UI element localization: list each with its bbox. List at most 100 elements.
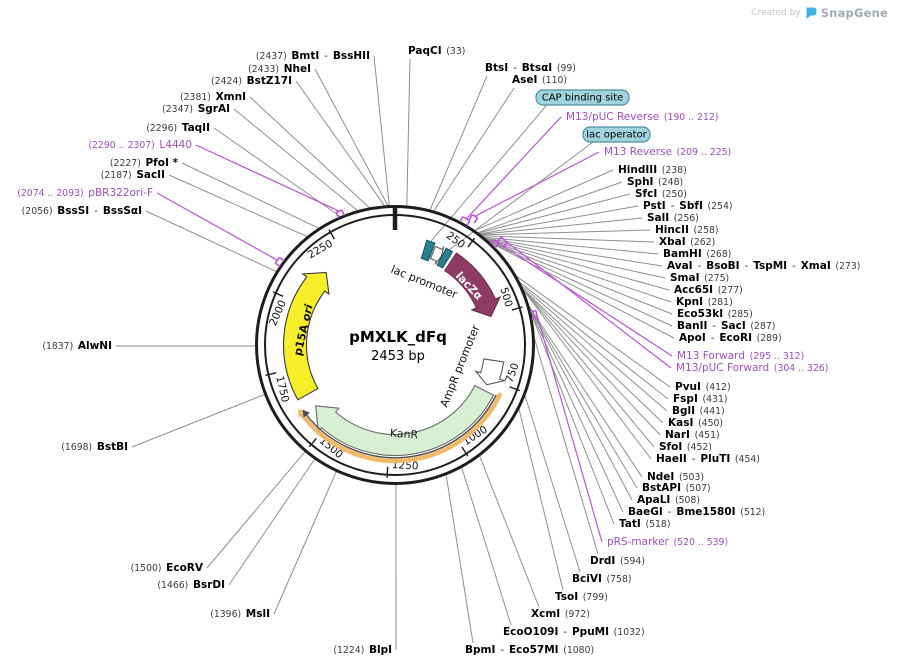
enzyme-label-XbaI: XbaI (262) [659, 236, 715, 248]
enzyme-label-MslI: (1396) MslI [210, 608, 270, 620]
tick-1250 [386, 466, 389, 478]
enzyme-label-HaeII: HaeII - PluTI (454) [656, 453, 760, 465]
enzyme-label-HindIII: HindIII (238) [618, 164, 687, 176]
enzyme-line-BstAPI [528, 307, 638, 489]
primer-label-M13/pUC Reverse: M13/pUC Reverse (190 .. 212) [566, 111, 718, 123]
enzyme-label-SphI: SphI (248) [627, 176, 683, 188]
feature-lac-operator [436, 247, 454, 269]
enzyme-line-BmtI [373, 55, 390, 206]
snapgene-logo-icon [806, 7, 817, 19]
tick-1500 [308, 437, 317, 448]
enzyme-line-NarI [522, 288, 661, 436]
enzyme-line-AseI [433, 87, 515, 212]
enzyme-label-EcoRV: (1500) EcoRV [131, 562, 204, 574]
enzyme-line-FspI [519, 281, 669, 400]
plasmid-name: pMXLK_dFq [349, 328, 447, 346]
enzyme-label-Acc65I: Acc65I (277) [674, 284, 743, 296]
tick-label-250: 250 [444, 230, 467, 252]
enzyme-line-ApoI [488, 241, 675, 339]
enzyme-label-BstZ17I: (2424) BstZ17I [211, 75, 292, 87]
enzyme-label-BssSI: (2056) BssSI - BssSαI [22, 205, 142, 217]
enzyme-label-ApaLI: ApaLI (508) [637, 494, 700, 506]
primer-label-M13/pUC Forward: M13/pUC Forward (304 .. 326) [676, 362, 828, 374]
tick-1750 [265, 372, 277, 376]
enzyme-line-BsrDI [228, 458, 316, 586]
primer-bracket-end-pBR322ori-F [274, 262, 281, 268]
enzyme-line-BssSI [145, 210, 277, 273]
primer-bracket-end-pRS-marker [529, 309, 537, 313]
enzyme-label-AvaI: AvaI - BsoBI - TspMI - XmaI (273) [667, 260, 860, 272]
enzyme-label-SalI: SalI (256) [647, 212, 699, 224]
enzyme-label-SfcI: SfcI (250) [635, 188, 687, 200]
enzyme-line-Eco53kI [487, 240, 673, 315]
feature-lac-promoter [429, 245, 445, 265]
enzyme-line-PfoI * [181, 162, 319, 229]
enzyme-line-XcmI [479, 455, 540, 608]
enzyme-label-EcoO109I: EcoO109I - PpuMI (1032) [503, 626, 645, 638]
enzyme-label-BanII: BanII - SacI (287) [677, 320, 775, 332]
primer-line-M13 Forward [496, 241, 673, 357]
enzyme-line-EcoRV [206, 451, 306, 569]
primer-label-L4440: (2290 .. 2307) L4440 [88, 139, 192, 151]
primer-bracket-pBR322ori-F [274, 256, 281, 264]
enzyme-label-SmaI: SmaI (275) [670, 272, 729, 284]
enzyme-line-SgrAI [233, 108, 358, 211]
primer-bracket-M13/pUC Reverse [462, 216, 471, 222]
enzyme-line-AvaI [484, 237, 663, 267]
enzyme-label-KasI: KasI (450) [668, 417, 723, 429]
enzyme-label-XcmI: XcmI (972) [531, 608, 590, 620]
primer-bracket-end2-M13 Forward [494, 243, 500, 249]
plasmid-size: 2453 bp [371, 349, 425, 364]
enzyme-line-SfcI [478, 193, 631, 234]
primer-bracket-end2-M13/pUC Forward [502, 242, 508, 248]
enzyme-line-BstZ17I [295, 80, 386, 207]
enzyme-line-PaqCI [406, 58, 411, 207]
enzyme-label-KpnI: KpnI (281) [676, 296, 733, 308]
enzyme-line-PvuI [516, 275, 671, 388]
feature-kanr-gray-arc-arrowhead [302, 409, 310, 418]
primer-line-L4440 [195, 144, 340, 212]
tick-2250 [328, 229, 336, 240]
enzyme-label-NarI: NarI (451) [665, 429, 720, 441]
enzyme-line-HindIII [474, 169, 614, 232]
feature-tag-label-lac-operator: lac operator [586, 130, 647, 141]
feature-cap-binding-site [420, 239, 436, 262]
enzyme-label-BsrDI: (1466) BsrDI [157, 579, 225, 591]
tick-500 [511, 306, 523, 311]
feature-kanr-gray-arc [305, 394, 497, 459]
enzyme-label-XmnI: (2381) XmnI [180, 91, 246, 103]
enzyme-line-BanII [488, 241, 673, 327]
tick-750 [509, 386, 521, 392]
enzyme-label-FspI: FspI (431) [673, 393, 728, 405]
primer-bracket-end-M13/pUC Reverse [459, 216, 464, 223]
enzyme-line-MslI [273, 471, 337, 615]
enzyme-label-TatI: TatI (518) [619, 518, 670, 530]
enzyme-line-BamHI [483, 236, 659, 255]
primer-bracket-end2-M13/pUC Reverse [466, 220, 471, 227]
enzyme-line-Acc65I [485, 238, 670, 291]
feature-ampr-promoter [474, 358, 507, 386]
enzyme-line-PstI [479, 205, 639, 235]
enzyme-label-BlpI: (1224) BlpI [333, 644, 392, 656]
watermark: Created by SnapGene [751, 6, 888, 20]
feature-label-kanr: KanR [389, 427, 419, 442]
primer-label-pBR322ori-F: (2074 .. 2093) pBR322ori-F [17, 187, 153, 199]
feature-tag-lac-operator [582, 126, 651, 143]
tick-label-2250: 2250 [306, 238, 335, 262]
enzyme-label-ApoI: ApoI - EcoRI (289) [679, 332, 782, 344]
enzyme-label-BstBI: (1698) BstBI [61, 441, 128, 453]
enzyme-line-XbaI [481, 235, 655, 243]
enzyme-label-PstI: PstI - SbfI (254) [643, 200, 733, 212]
enzyme-label-AlwNI: (1837) AlwNI [42, 340, 112, 352]
feature-tag-label-cap-binding-site: CAP binding site [542, 93, 624, 104]
enzyme-line-NdeI [528, 305, 643, 478]
primer-line-M13 Reverse [474, 151, 600, 217]
enzyme-line-SmaI [485, 238, 666, 279]
enzyme-line-SphI [477, 181, 623, 234]
primer-bracket-end2-M13 Reverse [473, 217, 479, 224]
primer-bracket-end-L4440 [335, 212, 340, 219]
enzyme-label-NdeI: NdeI (503) [647, 471, 704, 483]
enzyme-label-PaqCI: PaqCI (33) [408, 45, 465, 57]
enzyme-label-BpmI: BpmI - Eco57MI (1080) [465, 644, 594, 656]
